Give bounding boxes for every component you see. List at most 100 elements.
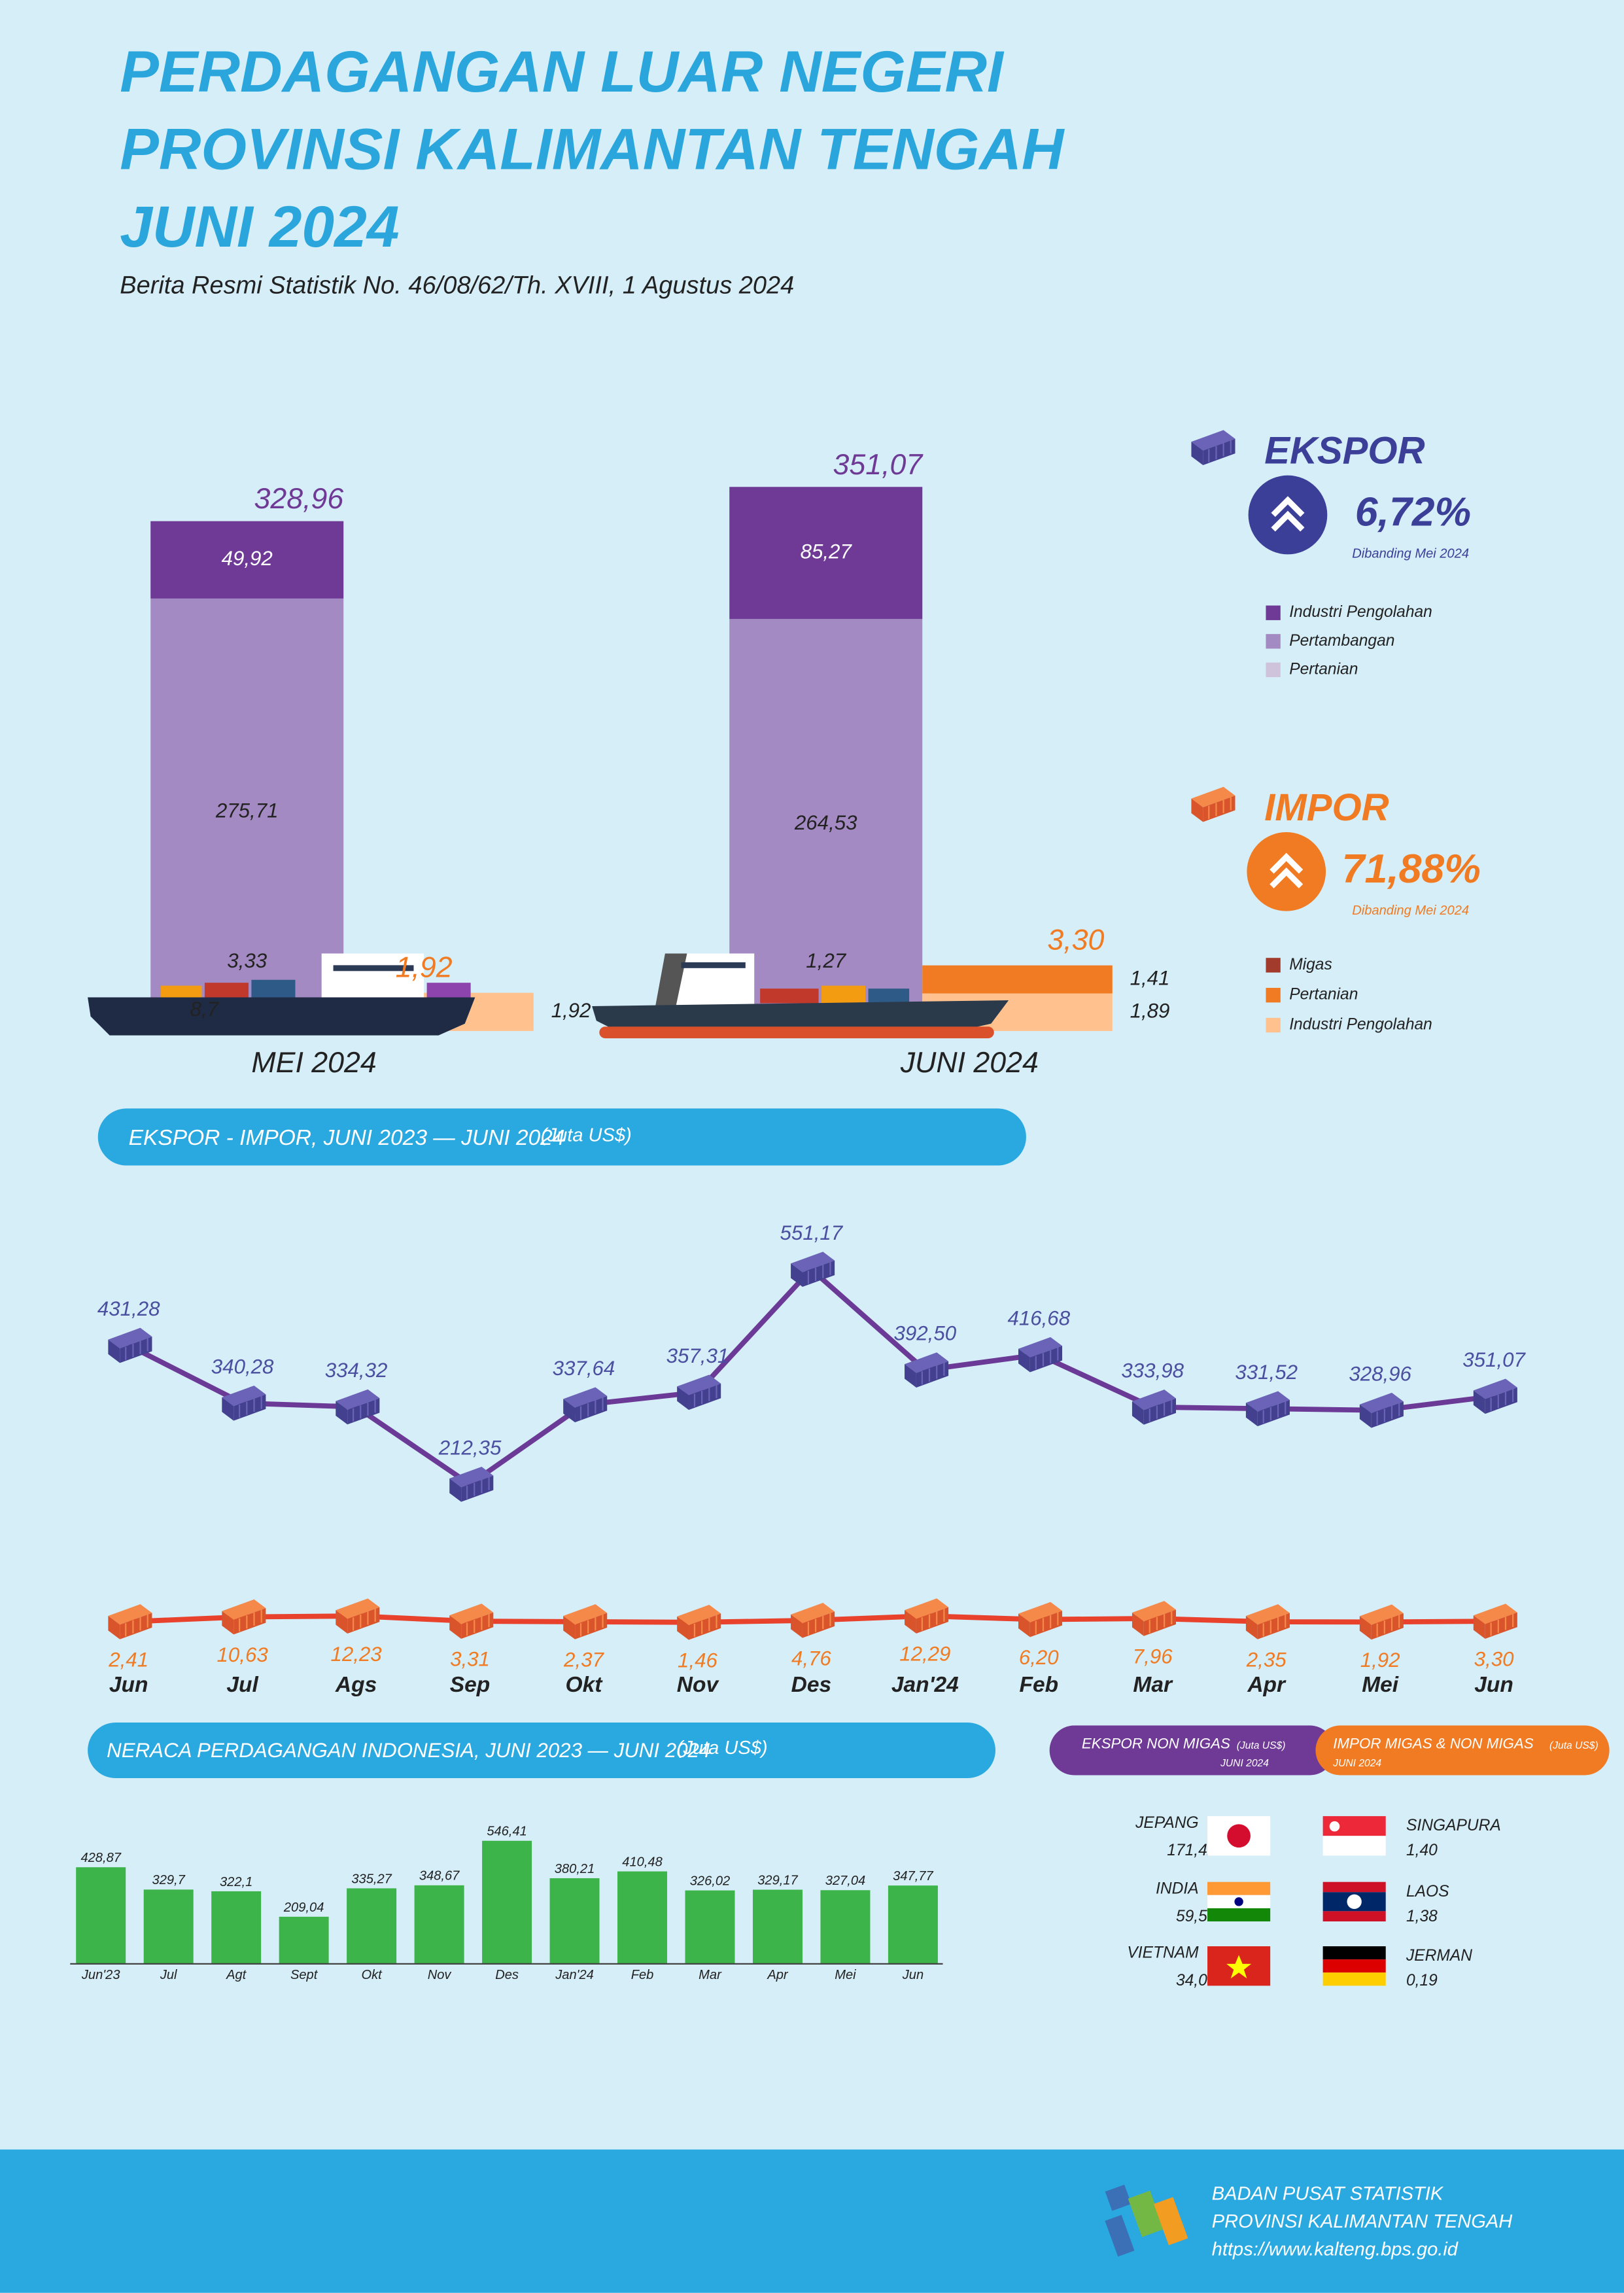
flag	[1322, 1882, 1386, 1922]
neraca-bar	[617, 1871, 668, 1964]
change-value: 6,72%	[1355, 489, 1471, 535]
segment-label: 1,41	[1130, 966, 1170, 989]
trend-value: 4,76	[791, 1647, 831, 1670]
x-tick-label: Sept	[290, 1968, 319, 1982]
icon-side	[1245, 1403, 1258, 1427]
logo-part	[1154, 2197, 1188, 2246]
trend-value: 337,64	[553, 1357, 615, 1380]
icon-side	[1018, 1348, 1030, 1373]
partner-unit: (Juta US$)	[1549, 1740, 1598, 1751]
bar-value: 329,17	[757, 1873, 798, 1887]
change-value: 71,88%	[1342, 846, 1481, 892]
legend-label: Pertanian	[1289, 986, 1358, 1004]
neraca-bar	[685, 1890, 735, 1964]
neraca-bar	[888, 1885, 938, 1964]
logo-part	[1105, 2184, 1132, 2211]
flag-part	[1234, 1897, 1243, 1906]
trend-value: 551,17	[780, 1221, 844, 1244]
trend-icon	[1132, 1390, 1176, 1425]
icon-face	[222, 1385, 266, 1407]
trend-icon	[1132, 1601, 1176, 1636]
x-tick-label: Mar	[1133, 1673, 1173, 1697]
icon-face	[1018, 1602, 1063, 1623]
footer-line: PROVINSI KALIMANTAN TENGAH	[1212, 2211, 1512, 2232]
container	[160, 985, 202, 998]
icon-front	[233, 1394, 266, 1421]
flag-part	[1207, 1882, 1271, 1895]
icon-front	[461, 1612, 494, 1639]
chevron	[1270, 867, 1304, 888]
neraca-bar	[211, 1891, 262, 1964]
bar-value: 209,04	[283, 1900, 324, 1915]
icon-front	[120, 1337, 152, 1363]
x-tick-label: Jun'23	[81, 1968, 120, 1982]
x-tick-label: Jun	[1474, 1673, 1513, 1697]
icon-front	[916, 1361, 949, 1388]
x-tick-label: Des	[495, 1968, 519, 1982]
trend-icon	[1473, 1378, 1517, 1414]
icon-front	[1257, 1399, 1290, 1427]
bar-value: 347,77	[893, 1869, 933, 1883]
trend-value: 1,46	[678, 1649, 717, 1672]
x-tick-label: Jun	[902, 1968, 924, 1982]
icon-side	[791, 1614, 803, 1638]
trend-icon	[222, 1385, 266, 1421]
icon-face	[1191, 430, 1235, 451]
x-tick-label: Mei	[1362, 1673, 1399, 1697]
segment-label: 85,27	[801, 540, 853, 563]
bar-value: 380,21	[555, 1862, 595, 1876]
ekspor-segment	[729, 487, 923, 620]
icon-face	[1132, 1390, 1176, 1410]
ship-funnel	[655, 953, 687, 1009]
icon-face	[108, 1604, 152, 1625]
icon-face	[1018, 1337, 1063, 1358]
trend-icon	[108, 1604, 152, 1639]
trend-value: 351,07	[1462, 1348, 1526, 1371]
section-unit: (Juta US$)	[541, 1125, 632, 1146]
neraca-bar	[549, 1878, 600, 1964]
icon-side	[1473, 1390, 1485, 1414]
icon-side	[1359, 1404, 1372, 1428]
bar-value: 348,67	[419, 1869, 460, 1883]
subtitle: Berita Resmi Statistik No. 46/08/62/Th. …	[120, 271, 794, 299]
icon-front	[689, 1383, 721, 1410]
summary-icon	[1191, 430, 1235, 466]
icon-face	[791, 1603, 835, 1624]
legend-label: Migas	[1289, 956, 1332, 973]
trend-value: 334,32	[325, 1359, 388, 1382]
container	[251, 979, 296, 998]
icon-side	[563, 1616, 576, 1639]
icon-front	[233, 1608, 266, 1635]
icon-face	[1473, 1378, 1517, 1399]
container	[868, 989, 910, 1004]
country: JERMAN	[1406, 1947, 1472, 1965]
trend-value: 333,98	[1121, 1359, 1184, 1382]
title-line: PERDAGANGAN LUAR NEGERI	[120, 39, 1005, 104]
x-tick-label: Apr	[1247, 1673, 1287, 1697]
partner-period: JUNI 2024	[1332, 1758, 1381, 1769]
x-tick-label: Des	[791, 1673, 831, 1697]
icon-face	[449, 1467, 494, 1488]
x-tick-label: Sep	[450, 1673, 490, 1697]
ekspor-total: 328,96	[254, 483, 344, 515]
ekspor-segment	[150, 521, 344, 599]
segment-label: 275,71	[215, 799, 279, 822]
partner-title: IMPOR MIGAS & NON MIGAS	[1333, 1735, 1534, 1751]
x-tick-label: Apr	[767, 1968, 789, 1982]
flag-part	[1322, 1972, 1386, 1986]
icon-front	[461, 1475, 494, 1502]
icon-face	[791, 1252, 835, 1272]
icon-side	[1018, 1613, 1030, 1637]
icon-face	[1191, 786, 1235, 807]
x-tick-label: Agt	[226, 1968, 247, 1982]
trend-banner	[97, 1108, 1026, 1166]
flag	[1207, 1882, 1271, 1922]
icon-front	[347, 1607, 380, 1634]
icon-face	[222, 1599, 266, 1620]
neraca-bar	[482, 1840, 532, 1964]
partner-period: JUNI 2024	[1220, 1758, 1269, 1769]
icon-face	[1245, 1604, 1290, 1625]
flag-part	[1322, 1959, 1386, 1973]
container	[821, 985, 866, 1004]
x-tick-label: Okt	[566, 1673, 604, 1697]
